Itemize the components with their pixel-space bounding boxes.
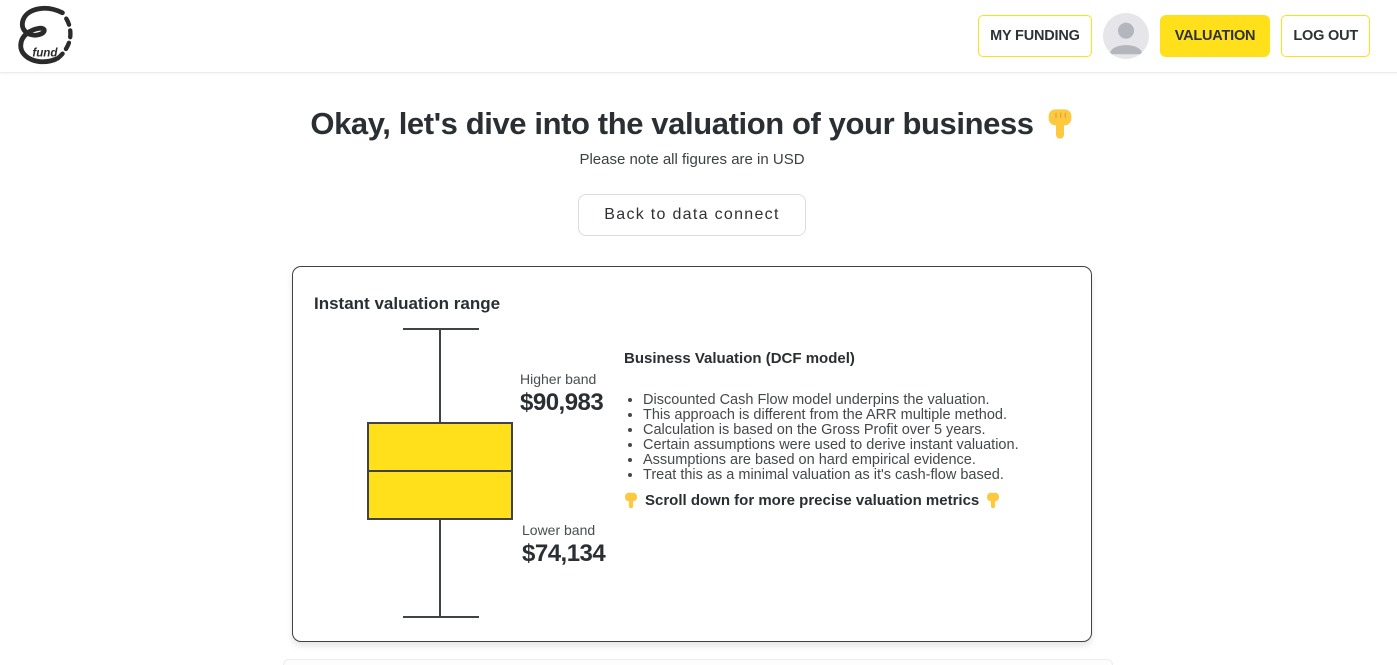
lower-band-label: Lower band — [522, 522, 596, 538]
bullet-item: Assumptions are based on hard empirical … — [643, 452, 1084, 468]
header: fund MY FUNDING VALUATION LOG OUT — [0, 0, 1397, 73]
logo-text: fund — [32, 46, 58, 59]
card-title: Instant valuation range — [314, 294, 501, 313]
scroll-note-text: Scroll down for more precise valuation m… — [645, 492, 980, 510]
valuation-button[interactable]: VALUATION — [1159, 15, 1271, 57]
pointing-down-icon — [625, 493, 637, 509]
log-out-button[interactable]: LOG OUT — [1281, 15, 1370, 57]
lower-band-value: $74,134 — [522, 540, 606, 567]
efund-logo[interactable]: fund — [12, 4, 74, 68]
bullet-item: Calculation is based on the Gross Profit… — [643, 422, 1084, 438]
bullet-item: Certain assumptions were used to derive … — [643, 437, 1084, 453]
scroll-note: Scroll down for more precise valuation m… — [624, 492, 1084, 509]
logo-e-stroke — [18, 5, 65, 65]
profile-avatar[interactable] — [1102, 13, 1149, 59]
header-nav: MY FUNDING VALUATION LOG OUT — [978, 13, 1370, 59]
next-section-top-edge — [283, 659, 1113, 665]
boxplot-top-whisker-stem — [439, 328, 441, 423]
higher-band-value: $90,983 — [520, 389, 604, 416]
boxplot-top-whisker-cap — [403, 328, 479, 330]
bullet-item: Discounted Cash Flow model underpins the… — [643, 393, 1084, 408]
pointing-down-icon — [1048, 109, 1071, 139]
boxplot-bottom-whisker-cap — [403, 616, 479, 618]
bullet-item: Treat this as a minimal valuation as it'… — [643, 467, 1084, 483]
back-button-row: Back to data connect — [292, 194, 1092, 236]
logo-dashed-stroke — [54, 16, 73, 62]
back-to-data-connect-button[interactable]: Back to data connect — [578, 194, 806, 236]
pointing-down-icon — [987, 493, 1000, 509]
details-title: Business Valuation (DCF model) — [624, 350, 855, 367]
instant-valuation-card: Instant valuation range Higher band $90,… — [292, 266, 1092, 642]
valuation-details: Business Valuation (DCF model) Discounte… — [624, 350, 1084, 509]
main-content: Okay, let's dive into the valuation of y… — [292, 103, 1092, 642]
person-icon — [1109, 22, 1142, 55]
my-funding-button[interactable]: MY FUNDING — [978, 15, 1092, 57]
boxplot-bottom-whisker-stem — [439, 520, 441, 616]
boxplot-median-line — [368, 470, 512, 472]
bullet-item: This approach is different from the ARR … — [643, 408, 1084, 423]
page-title: Okay, let's dive into the valuation of y… — [292, 103, 1092, 145]
details-bullet-list: Discounted Cash Flow model underpins the… — [624, 393, 1084, 482]
higher-band-label: Higher band — [520, 371, 597, 387]
page-subtitle: Please note all figures are in USD — [579, 151, 805, 168]
page-title-text: Okay, let's dive into the valuation of y… — [310, 106, 1034, 141]
